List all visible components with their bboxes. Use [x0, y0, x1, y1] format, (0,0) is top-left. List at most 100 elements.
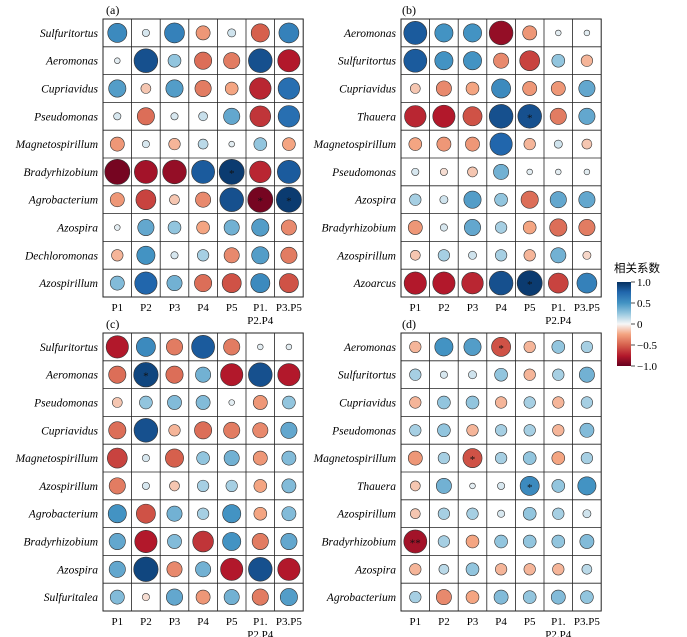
correlation-circle: [191, 335, 215, 359]
correlation-circle: [522, 220, 537, 235]
correlation-circle: [164, 22, 185, 44]
correlation-circle: [107, 23, 128, 43]
correlation-circle: [552, 563, 565, 576]
correlation-circle: [249, 160, 272, 183]
correlation-circle: [195, 561, 212, 578]
row-label: Magnetospirillum: [313, 453, 396, 465]
correlation-circle: [109, 275, 125, 291]
correlation-circle: [495, 563, 508, 576]
panels: (a) Sulfuritortus Aeromonas Cupriavidus Pseu…: [15, 3, 602, 637]
correlation-circle: [465, 534, 480, 549]
correlation-circle: [257, 343, 264, 351]
correlation-circle: [548, 272, 569, 294]
correlation-circle: [169, 194, 180, 205]
correlation-circle: [133, 48, 159, 73]
column-label: P2: [438, 302, 450, 314]
panel-label: (a): [106, 3, 119, 17]
correlation-circle: [550, 589, 566, 605]
significance-mark: *: [527, 279, 533, 291]
row-label: Sulfuritortus: [40, 342, 99, 354]
correlation-circle: [282, 395, 296, 410]
column-label: P2: [140, 616, 152, 628]
correlation-circle: [432, 104, 456, 128]
correlation-circle: [221, 273, 242, 293]
legend-tick-label: 0.5: [637, 298, 651, 310]
correlation-circle: [197, 138, 209, 150]
correlation-circle: [468, 250, 477, 260]
row-label: Azospirillum: [336, 509, 396, 521]
correlation-circle: [523, 368, 536, 381]
correlation-circle: [577, 476, 597, 496]
correlation-circle: [223, 450, 240, 467]
correlation-circle: [249, 77, 272, 100]
correlation-circle: [167, 220, 182, 235]
correlation-panel: (b) Aeromonas Sulfuritortus Cupriavidus Thau…: [313, 3, 602, 327]
correlation-circle: [134, 530, 158, 553]
correlation-circle: [551, 340, 566, 354]
correlation-circle: [109, 136, 125, 152]
significance-mark: **: [410, 538, 421, 550]
correlation-circle: [576, 272, 598, 294]
row-label: Agrobacterium: [28, 195, 98, 207]
correlation-circle: [136, 245, 156, 265]
correlation-circle: [253, 479, 268, 493]
correlation-circle: [437, 535, 450, 548]
correlation-circle: [166, 275, 183, 292]
row-label: Bradyrhizobium: [23, 167, 98, 179]
correlation-circle: [108, 477, 126, 495]
correlation-circle: [469, 482, 476, 490]
correlation-circle: [109, 192, 125, 208]
correlation-circle: [411, 167, 420, 176]
correlation-circle: [280, 246, 298, 264]
correlation-circle: [108, 365, 127, 384]
correlation-circle: [170, 251, 179, 260]
row-label: Bradyrhizobium: [23, 537, 98, 549]
correlation-circle: [523, 424, 536, 437]
correlation-circle: [522, 506, 537, 521]
correlation-circle: [493, 163, 510, 180]
correlation-circle: [497, 481, 506, 490]
correlation-circle: [404, 105, 427, 128]
correlation-circle: [552, 368, 565, 381]
correlation-circle: [135, 189, 157, 210]
row-label: Aeromonas: [45, 370, 98, 382]
correlation-circle: [579, 422, 595, 438]
correlation-circle: [228, 399, 235, 406]
correlation-circle: [136, 337, 156, 357]
correlation-circle: [519, 50, 540, 71]
row-label: Azoarcus: [353, 278, 397, 290]
correlation-circle: [581, 138, 593, 150]
panel-label: (c): [106, 317, 119, 331]
correlation-circle: [277, 557, 301, 581]
correlation-circle: [549, 191, 567, 209]
row-label: Azospira: [354, 564, 396, 576]
row-label: Pseudomonas: [33, 111, 98, 123]
correlation-circle: [582, 250, 592, 260]
column-label: P1.: [551, 616, 566, 628]
correlation-circle: [198, 111, 208, 122]
column-label: P3: [467, 616, 479, 628]
correlation-circle: [516, 270, 543, 296]
correlation-circle: [137, 219, 155, 236]
correlation-circle: [250, 273, 271, 293]
correlation-circle: [133, 418, 159, 443]
correlation-circle: [462, 106, 483, 127]
row-label: Cupriavidus: [41, 425, 98, 437]
correlation-circle: [167, 534, 182, 549]
correlation-circle: [494, 192, 508, 207]
correlation-circle: [197, 507, 210, 520]
correlation-circle: [551, 479, 566, 493]
correlation-circle: [495, 452, 508, 465]
correlation-circle: [168, 138, 181, 151]
correlation-circle: [141, 454, 150, 463]
correlation-circle: [108, 533, 126, 550]
correlation-circle: [105, 335, 129, 359]
correlation-circle: [468, 370, 477, 380]
correlation-circle: [195, 191, 212, 208]
correlation-circle: [280, 533, 298, 550]
correlation-circle: [466, 424, 479, 437]
correlation-circle: [465, 590, 480, 604]
correlation-circle: [276, 186, 302, 213]
correlation-circle: [140, 83, 152, 94]
correlation-circle: [141, 28, 150, 37]
